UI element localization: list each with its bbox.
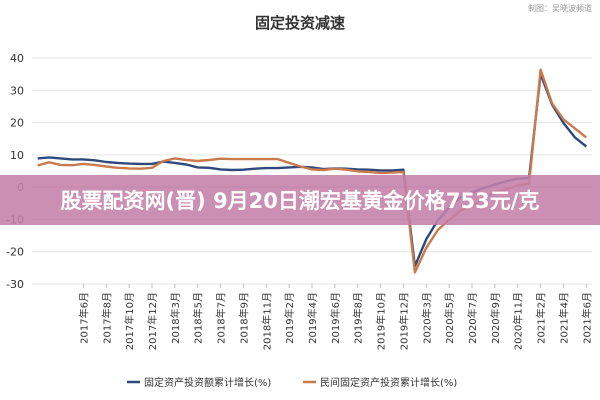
x-tick-label: 2018年5月 [192, 292, 205, 344]
legend-label-series-2: 民间固定资产投资累计增长(%) [320, 376, 457, 389]
y-tick-label: -30 [6, 278, 24, 291]
x-tick-label: 2018年11月 [260, 292, 273, 350]
chart-title: 固定投资减速 [255, 14, 345, 32]
x-tick-label: 2018年7月 [215, 292, 228, 344]
x-tick-label: 2021年4月 [557, 292, 570, 344]
x-tick-label: 2017年6月 [77, 292, 90, 344]
gridlines [32, 57, 592, 285]
x-tick-label: 2021年6月 [580, 292, 593, 344]
x-tick-label: 2020年7月 [466, 292, 479, 344]
x-tick-label: 2018年3月 [169, 292, 182, 344]
x-tick-label: 2020年11月 [512, 292, 525, 350]
overlay-banner: 股票配资网(晋) 9月20日潮宏基黄金价格753元/克 [0, 175, 600, 225]
x-tick-label: 2020年5月 [443, 292, 456, 344]
x-tick-label: 2019年12月 [397, 292, 410, 350]
x-tick-label: 2017年8月 [100, 292, 113, 344]
chart-credit: 制图：吴晓波频道 [528, 3, 592, 13]
y-tick-label: -20 [6, 246, 24, 259]
x-tick-label: 2019年8月 [352, 292, 365, 344]
series-line-2 [37, 68, 588, 274]
y-tick-label: 20 [10, 117, 24, 130]
x-axis-ticks: 2017年6月 2017年8月 2017年10月 2017年12月 2018年3月 201… [77, 284, 593, 350]
x-tick-label: 2019年2月 [283, 292, 296, 344]
series-lines [37, 68, 588, 274]
x-tick-label: 2019年10月 [375, 292, 388, 350]
y-tick-label: 30 [10, 84, 24, 97]
overlay-headline: 股票配资网(晋) 9月20日潮宏基黄金价格753元/克 [60, 189, 540, 213]
x-tick-label: 2019年4月 [306, 292, 319, 344]
x-tick-label: 2020年9月 [489, 292, 502, 344]
y-tick-label: 40 [10, 52, 24, 65]
x-tick-label: 2017年10月 [123, 292, 136, 350]
x-tick-label: 2021年2月 [535, 292, 548, 344]
x-tick-label: 2019年6月 [329, 292, 342, 344]
x-tick-label: 2017年12月 [146, 292, 159, 350]
x-tick-label: 2018年9月 [237, 292, 250, 344]
legend: 固定资产投资额累计增长(%) 民间固定资产投资累计增长(%) [127, 376, 457, 389]
y-axis-ticks: -30-20-10010203040 [6, 52, 24, 291]
y-tick-label: 10 [10, 149, 24, 162]
x-tick-label: 2020年3月 [420, 292, 433, 344]
legend-label-series-1: 固定资产投资额累计增长(%) [144, 376, 271, 389]
